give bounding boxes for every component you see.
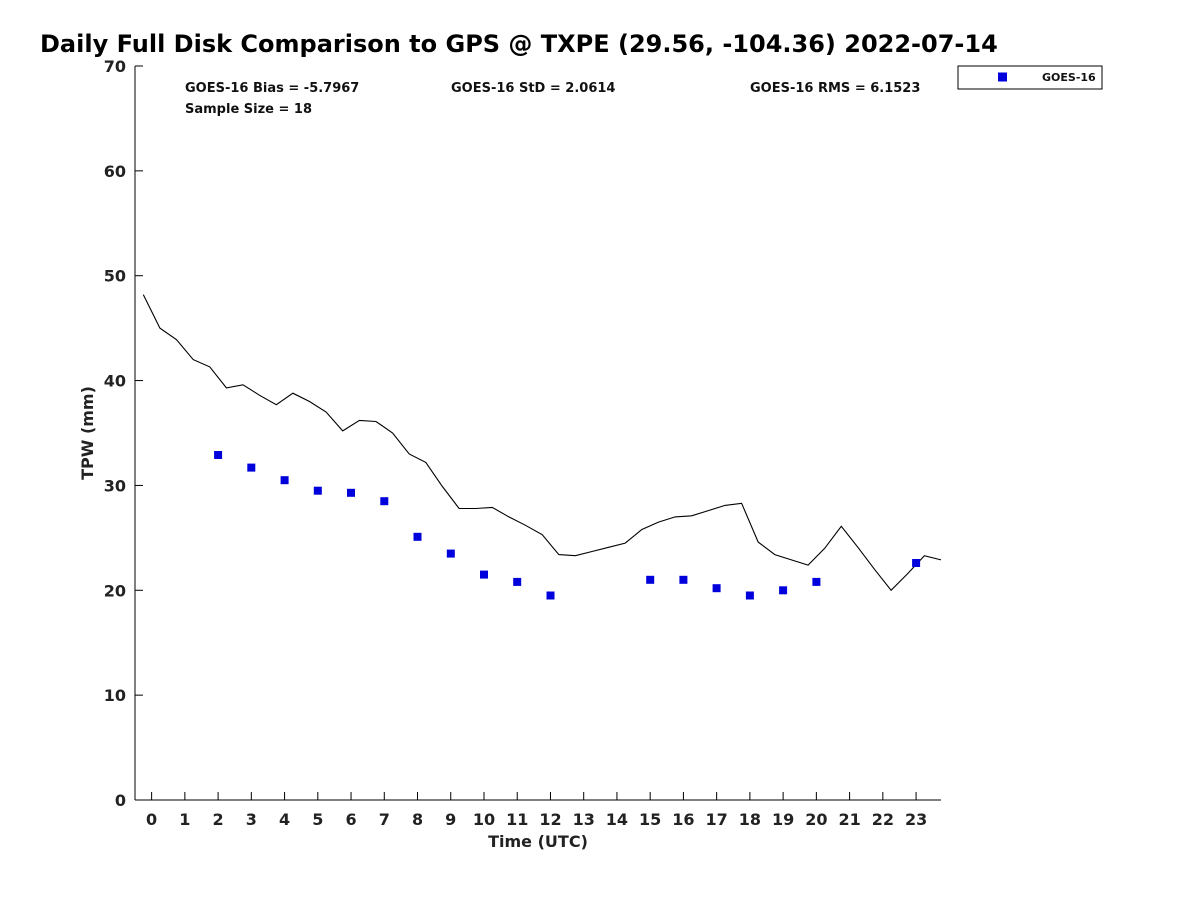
y-axis-label: TPW (mm) bbox=[78, 386, 97, 480]
x-tick-label: 5 bbox=[312, 810, 323, 829]
x-tick-label: 12 bbox=[539, 810, 561, 829]
gps-line bbox=[142, 294, 942, 592]
goes16-point bbox=[413, 532, 422, 541]
goes16-point bbox=[380, 497, 389, 506]
x-tick-label: 22 bbox=[872, 810, 894, 829]
y-tick-label: 10 bbox=[104, 686, 126, 705]
gps-line-series bbox=[142, 294, 942, 592]
goes16-point bbox=[646, 575, 655, 584]
x-tick-label: 9 bbox=[445, 810, 456, 829]
x-tick-label: 15 bbox=[639, 810, 661, 829]
y-tick-label: 0 bbox=[115, 791, 126, 810]
x-tick-label: 21 bbox=[838, 810, 860, 829]
x-tick-label: 16 bbox=[672, 810, 694, 829]
x-tick-label: 1 bbox=[179, 810, 190, 829]
x-tick-label: 10 bbox=[473, 810, 495, 829]
x-tick-label: 14 bbox=[606, 810, 628, 829]
y-tick-label: 40 bbox=[104, 372, 126, 391]
goes16-points bbox=[214, 451, 921, 600]
sample-size-stat: Sample Size = 18 bbox=[185, 102, 312, 117]
x-tick-label: 2 bbox=[213, 810, 224, 829]
x-tick-label: 11 bbox=[506, 810, 528, 829]
legend: GOES-16 bbox=[957, 65, 1103, 90]
y-tick-label: 70 bbox=[104, 57, 126, 76]
std-stat: GOES-16 StD = 2.0614 bbox=[451, 81, 615, 96]
goes16-point bbox=[513, 577, 522, 586]
goes16-point bbox=[712, 584, 721, 593]
x-tick-label: 7 bbox=[379, 810, 390, 829]
rms-stat: GOES-16 RMS = 6.1523 bbox=[750, 81, 920, 96]
x-tick-label: 8 bbox=[412, 810, 423, 829]
bias-stat: GOES-16 Bias = -5.7967 bbox=[185, 81, 359, 96]
x-tick-label: 13 bbox=[573, 810, 595, 829]
goes16-point bbox=[679, 575, 688, 584]
legend-label: GOES-16 bbox=[1042, 71, 1096, 84]
y-tick-label: 60 bbox=[104, 162, 126, 181]
x-axis-label: Time (UTC) bbox=[488, 832, 588, 851]
goes16-point bbox=[313, 486, 322, 495]
x-tick-label: 0 bbox=[146, 810, 157, 829]
x-tick-label: 19 bbox=[772, 810, 794, 829]
goes16-point bbox=[912, 559, 921, 567]
x-tick-label: 20 bbox=[805, 810, 827, 829]
y-tick-label: 50 bbox=[104, 267, 126, 286]
x-tick-label: 17 bbox=[706, 810, 728, 829]
x-tick-label: 6 bbox=[345, 810, 356, 829]
legend-marker bbox=[998, 72, 1007, 82]
chart-title: Daily Full Disk Comparison to GPS @ TXPE… bbox=[40, 30, 998, 58]
x-tick-label: 23 bbox=[905, 810, 927, 829]
y-tick-label: 30 bbox=[104, 476, 126, 495]
legend-box bbox=[957, 65, 1103, 90]
goes16-point bbox=[446, 549, 455, 558]
goes16-point bbox=[480, 570, 488, 579]
goes16-point bbox=[546, 591, 555, 600]
y-tick-label: 20 bbox=[104, 581, 126, 600]
goes16-point bbox=[214, 451, 223, 459]
x-tick-label: 3 bbox=[246, 810, 257, 829]
x-tick-label: 4 bbox=[279, 810, 290, 829]
goes16-point bbox=[247, 463, 256, 472]
goes16-point bbox=[347, 488, 355, 497]
goes16-point bbox=[280, 476, 289, 485]
goes16-point bbox=[812, 577, 821, 586]
goes16-point bbox=[745, 591, 754, 600]
goes16-point bbox=[779, 586, 788, 595]
x-tick-label: 18 bbox=[739, 810, 761, 829]
